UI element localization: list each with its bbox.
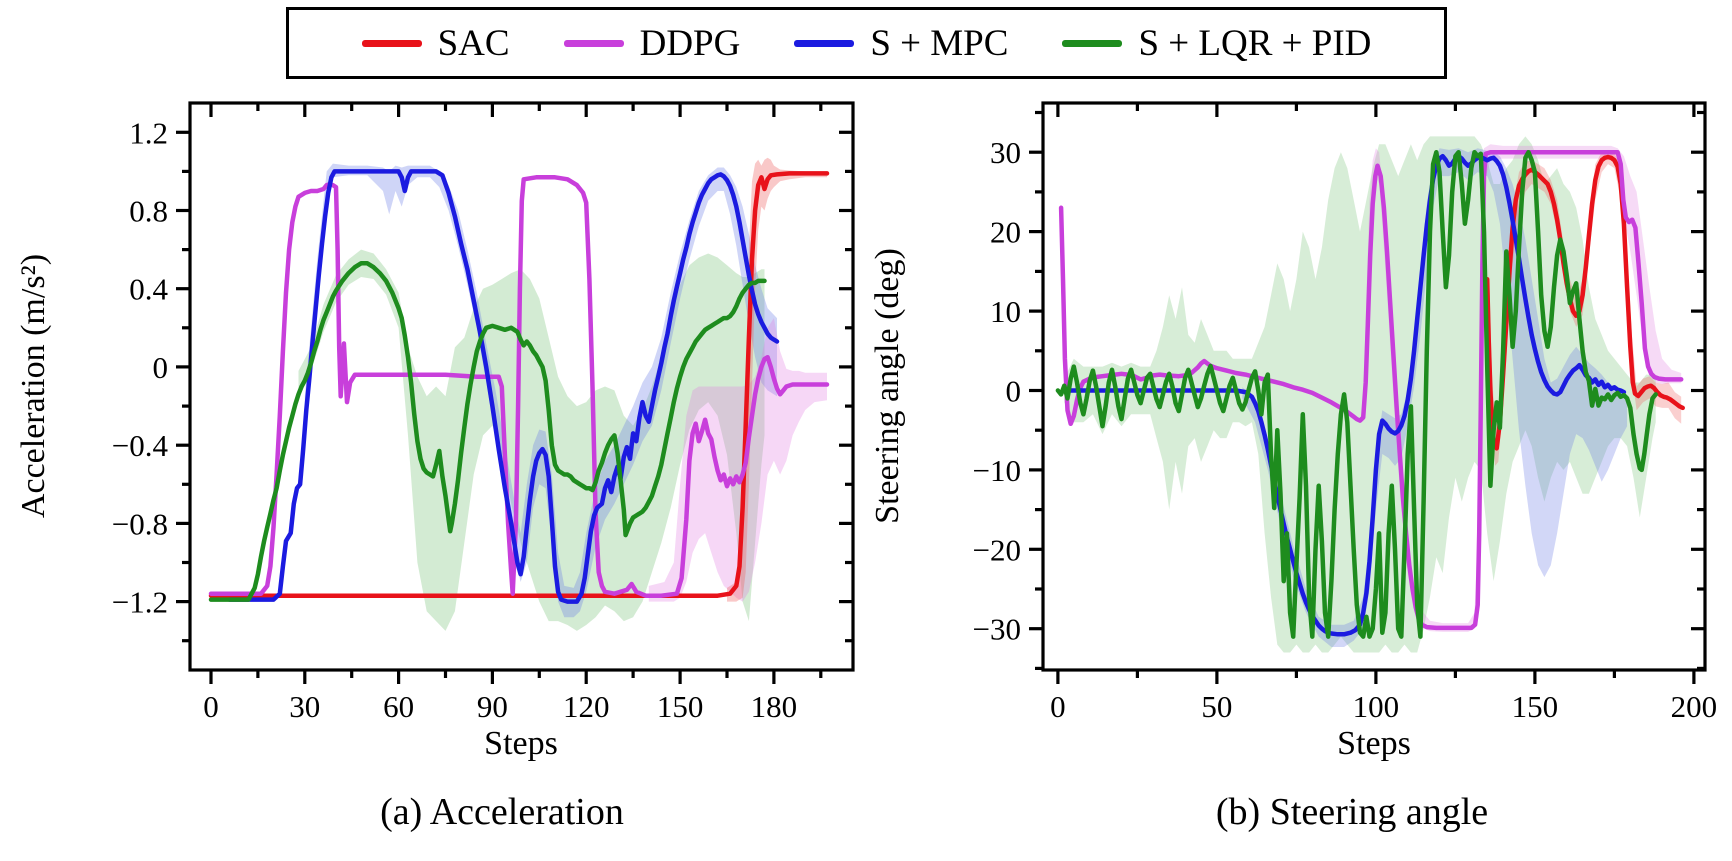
legend-item-ddpg: DDPG	[563, 22, 741, 64]
legend-label: S + MPC	[870, 22, 1009, 64]
y-tick-label: 30	[990, 135, 1021, 170]
series-line-sac	[208, 171, 830, 598]
y-tick-label: −10	[973, 453, 1021, 488]
y-tick-label: 0.4	[129, 272, 168, 307]
legend-label: S + LQR + PID	[1138, 22, 1372, 64]
series-line-s-lqr-pid	[208, 261, 767, 602]
y-tick-label: −0.4	[112, 428, 169, 463]
right-y-axis-label: Steering angle (deg)	[869, 248, 906, 524]
legend-line-swatch	[361, 39, 422, 47]
left-y-axis-label: Acceleration (m/s²)	[15, 253, 52, 519]
y-tick-label: 0	[153, 350, 169, 385]
x-tick-label: 90	[477, 689, 508, 724]
legend-line-swatch	[1062, 39, 1123, 47]
legend-item-s-mpc: S + MPC	[794, 25, 1008, 62]
legend-item-sac: SAC	[361, 22, 510, 64]
y-tick-label: 20	[990, 215, 1021, 250]
y-tick-label: −0.8	[112, 506, 168, 541]
legend-line-swatch	[794, 39, 855, 47]
series-line-s-lqr-pid	[1055, 149, 1658, 639]
series-line-s-mpc	[227, 169, 780, 604]
legend-line-swatch	[563, 39, 624, 47]
x-tick-label: 150	[1512, 689, 1559, 724]
band-s-mpc	[304, 163, 777, 618]
x-tick-label: 150	[657, 689, 704, 724]
band-s-lqr-pid	[298, 249, 765, 631]
x-tick-label: 0	[203, 689, 219, 724]
y-tick-label: 0	[1006, 373, 1022, 408]
legend: SAC DDPG S + MPC S + LQR + PID	[286, 7, 1447, 79]
legend-label: DDPG	[639, 22, 741, 64]
y-tick-label: −1.2	[112, 585, 168, 620]
left-plot-caption: (a) Acceleration	[380, 791, 624, 833]
band-s-mpc	[1242, 148, 1628, 648]
left-x-axis-label: Steps	[484, 725, 558, 762]
plot-frame	[188, 101, 855, 672]
x-tick-label: 30	[289, 689, 320, 724]
plot-frame	[1041, 101, 1707, 672]
x-tick-label: 100	[1353, 689, 1400, 724]
y-tick-label: −20	[973, 532, 1021, 567]
x-tick-label: 60	[383, 689, 414, 724]
y-tick-label: 10	[990, 294, 1021, 329]
x-tick-label: 120	[563, 689, 610, 724]
series-line-ddpg	[208, 175, 830, 598]
series-line-sac	[1484, 154, 1685, 451]
right-plot-caption: (b) Steering angle	[1215, 791, 1489, 833]
x-tick-label: 50	[1201, 689, 1232, 724]
y-tick-label: −30	[973, 612, 1021, 647]
legend-item-s-lqr-pid: S + LQR + PID	[1062, 25, 1371, 62]
x-tick-label: 180	[751, 689, 798, 724]
x-tick-label: 0	[1050, 689, 1066, 724]
y-tick-label: 0.8	[129, 194, 168, 229]
right-x-axis-label: Steps	[1337, 725, 1411, 762]
legend-label: SAC	[437, 22, 510, 64]
y-tick-label: 1.2	[129, 115, 168, 150]
x-tick-label: 200	[1671, 689, 1718, 724]
